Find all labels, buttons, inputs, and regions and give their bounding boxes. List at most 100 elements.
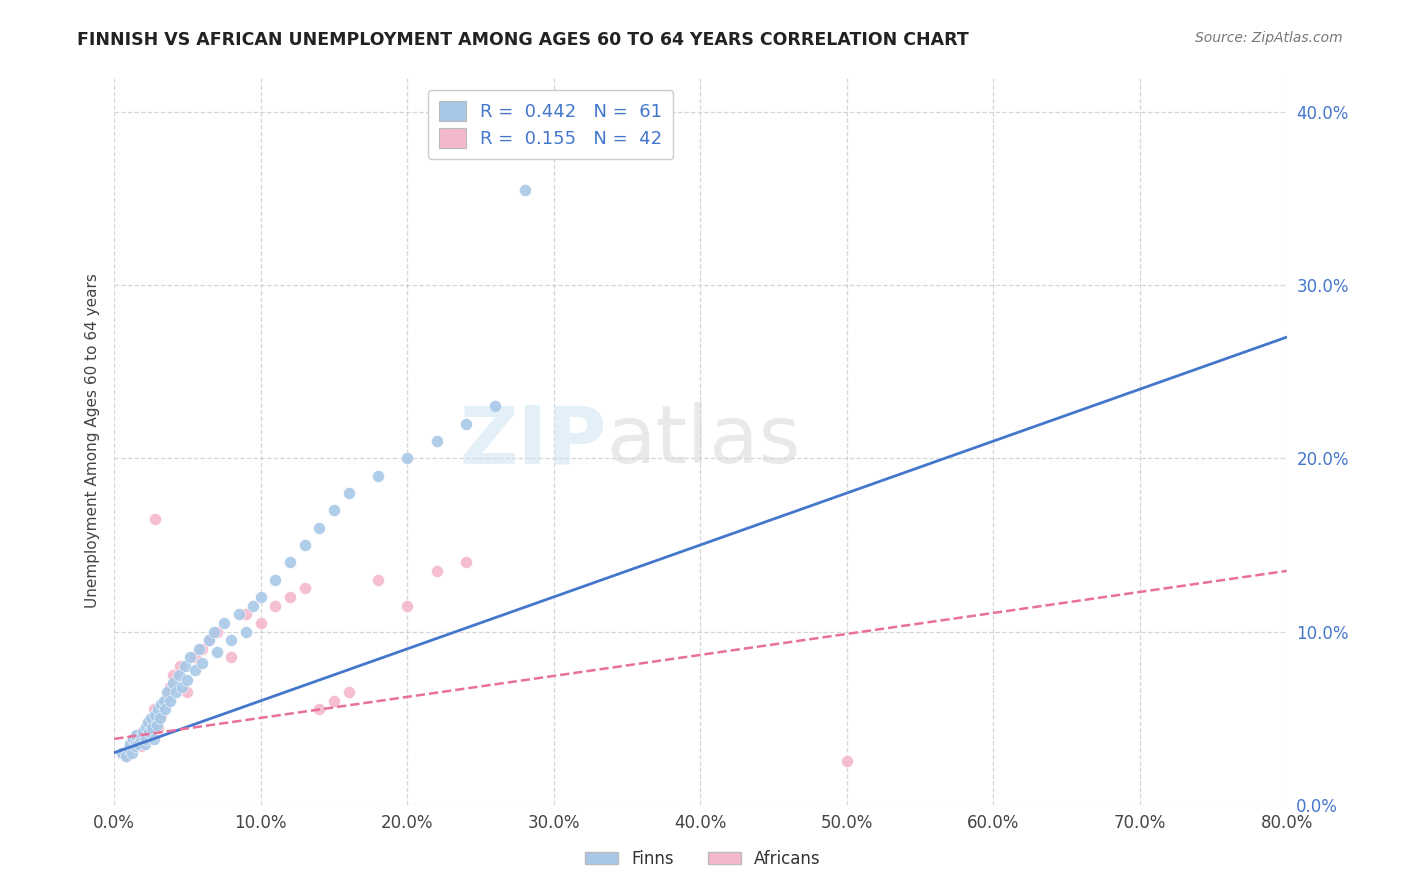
Point <box>142 731 165 746</box>
Point <box>122 731 145 746</box>
Point <box>132 725 155 739</box>
Point <box>176 685 198 699</box>
Point <box>308 521 330 535</box>
Point <box>249 615 271 630</box>
Point <box>146 722 169 736</box>
Point <box>308 702 330 716</box>
Point <box>191 656 214 670</box>
Point <box>139 728 162 742</box>
Point <box>145 718 167 732</box>
Point <box>221 650 243 665</box>
Text: Source: ZipAtlas.com: Source: ZipAtlas.com <box>1195 31 1343 45</box>
Point <box>159 680 181 694</box>
Point <box>124 739 146 753</box>
Point <box>484 400 506 414</box>
Point <box>264 599 287 613</box>
Point <box>132 731 155 746</box>
Point <box>139 711 162 725</box>
Point <box>121 737 143 751</box>
Point <box>129 731 152 746</box>
Point <box>125 735 148 749</box>
Legend: Finns, Africans: Finns, Africans <box>578 844 828 875</box>
Point <box>188 641 211 656</box>
Point <box>127 728 149 742</box>
Point <box>149 711 172 725</box>
Point <box>125 728 148 742</box>
Point <box>278 590 301 604</box>
Point <box>143 707 166 722</box>
Point <box>110 746 132 760</box>
Point <box>278 555 301 569</box>
Point <box>141 711 163 725</box>
Point <box>173 659 195 673</box>
Point <box>235 607 257 622</box>
Point <box>165 685 187 699</box>
Point <box>127 737 149 751</box>
Text: ZIP: ZIP <box>460 402 606 480</box>
Point <box>129 739 152 753</box>
Point <box>323 503 346 517</box>
Point <box>125 735 148 749</box>
Point <box>159 694 181 708</box>
Point <box>120 737 142 751</box>
Point <box>150 698 173 712</box>
Point <box>162 668 184 682</box>
Point <box>136 714 159 729</box>
Text: atlas: atlas <box>606 402 801 480</box>
Point <box>121 746 143 760</box>
Point <box>221 633 243 648</box>
Y-axis label: Unemployment Among Ages 60 to 64 years: Unemployment Among Ages 60 to 64 years <box>86 274 100 608</box>
Point <box>155 702 177 716</box>
Point <box>141 722 163 736</box>
Point <box>294 581 316 595</box>
Point <box>179 650 201 665</box>
Point <box>118 742 141 756</box>
Point <box>169 659 191 673</box>
Point <box>337 486 360 500</box>
Point <box>110 746 132 760</box>
Point <box>198 633 221 648</box>
Point <box>150 707 173 722</box>
Point <box>118 742 141 756</box>
Point <box>153 698 176 712</box>
Point <box>337 685 360 699</box>
Point <box>396 451 419 466</box>
Point <box>454 417 477 431</box>
Point <box>202 624 225 639</box>
Point <box>242 599 264 613</box>
Point <box>228 607 250 622</box>
Point <box>184 663 207 677</box>
Point <box>367 468 389 483</box>
Point <box>205 645 228 659</box>
Point <box>294 538 316 552</box>
Point <box>191 641 214 656</box>
Point <box>454 555 477 569</box>
Point <box>212 615 235 630</box>
Point <box>426 434 449 448</box>
Point <box>115 749 138 764</box>
Point <box>131 728 153 742</box>
Point <box>135 720 157 734</box>
Point <box>170 680 193 694</box>
Point <box>184 650 207 665</box>
Point <box>249 590 271 604</box>
Point <box>136 714 159 729</box>
Point <box>131 725 153 739</box>
Legend: R =  0.442   N =  61, R =  0.155   N =  42: R = 0.442 N = 61, R = 0.155 N = 42 <box>427 90 673 159</box>
Point <box>122 731 145 746</box>
Point <box>115 749 138 764</box>
Point <box>162 676 184 690</box>
Point <box>235 624 257 639</box>
Point <box>143 512 166 526</box>
Point <box>396 599 419 613</box>
Point <box>426 564 449 578</box>
Point <box>323 694 346 708</box>
Point <box>198 633 221 648</box>
Point <box>138 725 160 739</box>
Point <box>513 183 536 197</box>
Point <box>176 673 198 687</box>
Point <box>153 694 176 708</box>
Point <box>156 690 179 705</box>
Point <box>134 737 156 751</box>
Point <box>205 624 228 639</box>
